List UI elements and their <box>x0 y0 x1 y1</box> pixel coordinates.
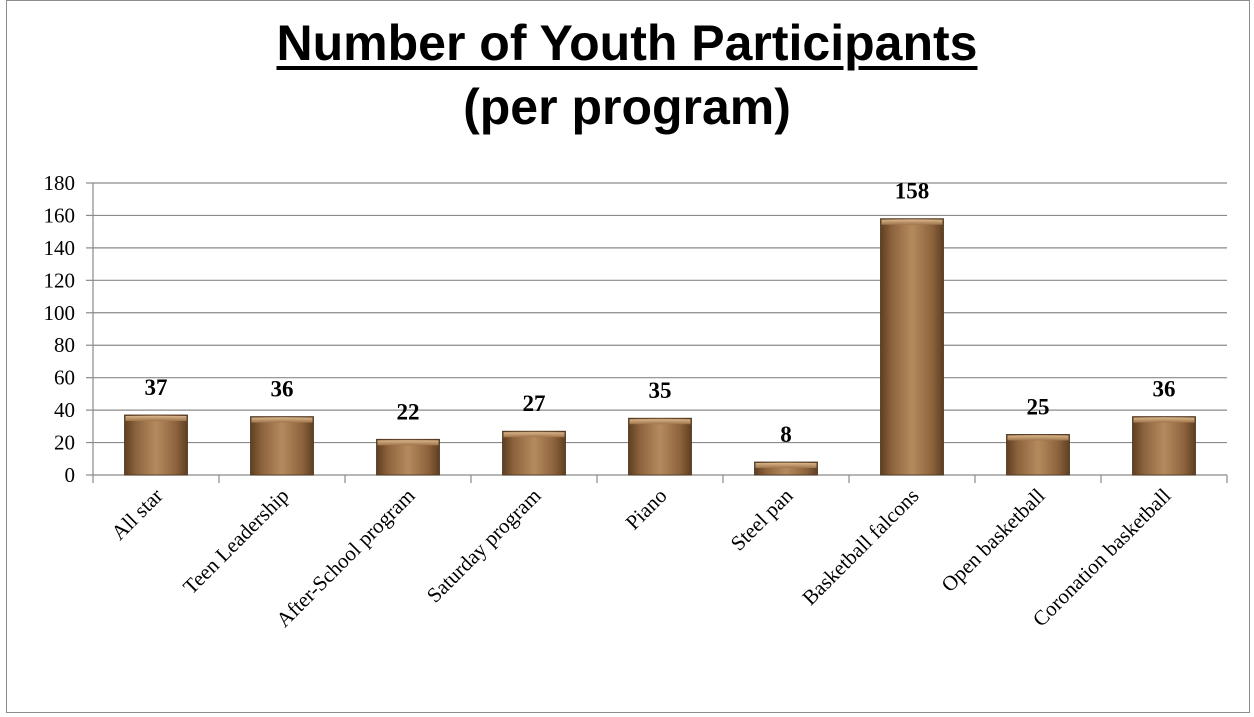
y-tick-label: 0 <box>65 463 76 487</box>
data-label: 25 <box>1027 394 1050 419</box>
data-labels: 37 36 22 27 35 8 158 25 36 <box>145 179 1176 447</box>
bar-top-highlight <box>755 463 817 469</box>
bar-top-highlight <box>629 419 691 425</box>
bar-body <box>628 417 692 476</box>
bar <box>1006 434 1070 476</box>
y-tick-label: 40 <box>54 398 75 422</box>
bar <box>754 461 818 476</box>
data-label: 37 <box>145 375 168 400</box>
x-category-label: Saturday program <box>422 484 546 608</box>
data-label: 36 <box>1153 377 1176 402</box>
bar-top-highlight <box>125 415 187 421</box>
bar-top-highlight <box>377 440 439 446</box>
y-tick-label: 20 <box>54 431 75 455</box>
y-tick-label: 160 <box>44 203 76 227</box>
chart-title: Number of Youth Participants <box>276 15 978 71</box>
gridlines <box>93 182 1227 444</box>
bar <box>250 416 314 476</box>
x-category-label: Basketball falcons <box>797 484 923 610</box>
bar-top-highlight <box>1133 417 1195 423</box>
bar-top-highlight <box>1007 435 1069 441</box>
bar <box>124 414 188 476</box>
bar <box>628 417 692 476</box>
bar-body <box>502 430 566 476</box>
data-label: 36 <box>271 377 294 402</box>
x-category-label: Steel pan <box>726 483 798 555</box>
data-label: 27 <box>523 391 546 416</box>
x-category-label: Open basketball <box>936 483 1049 596</box>
x-category-label: All star <box>106 484 167 545</box>
bars <box>124 218 1196 476</box>
y-axis: 0 20 40 60 80 100 120 140 160 180 <box>44 171 94 487</box>
bar <box>376 438 440 476</box>
bar-body <box>880 218 944 476</box>
bar-top-highlight <box>251 417 313 423</box>
x-category-label: Teen Leadership <box>178 484 293 599</box>
data-label: 22 <box>397 399 420 424</box>
bar <box>880 218 944 476</box>
bar-body <box>1132 416 1196 476</box>
x-category-label: After-School program <box>271 484 419 632</box>
x-category-label: Coronation basketball <box>1028 483 1176 631</box>
y-tick-label: 60 <box>54 366 75 390</box>
bar-top-highlight <box>503 432 565 438</box>
bar <box>1132 416 1196 476</box>
chart-frame <box>6 0 1250 713</box>
data-label: 158 <box>895 179 930 204</box>
x-category-label: Piano <box>621 484 672 535</box>
bar-body <box>1006 434 1070 476</box>
y-tick-label: 80 <box>54 333 75 357</box>
bar <box>502 430 566 476</box>
data-label: 35 <box>649 378 672 403</box>
y-tick-label: 100 <box>44 301 76 325</box>
chart-subtitle: (per program) <box>463 79 791 135</box>
bar-top-highlight <box>881 219 943 225</box>
bar-body <box>250 416 314 476</box>
y-tick-label: 120 <box>44 268 76 292</box>
y-tick-label: 140 <box>44 236 76 260</box>
data-label: 8 <box>780 422 792 447</box>
y-tick-label: 180 <box>44 171 76 195</box>
bar-body <box>124 414 188 476</box>
